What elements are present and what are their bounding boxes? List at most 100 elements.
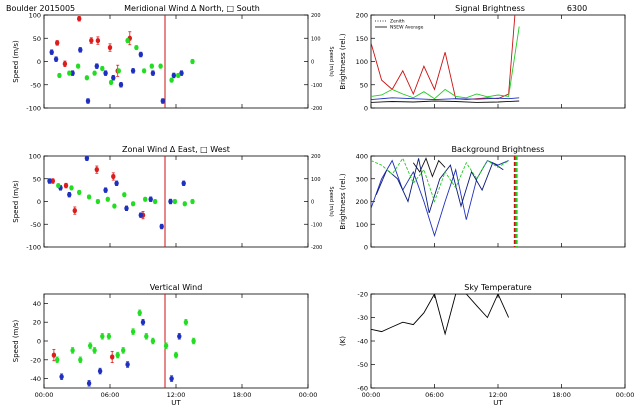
panel-background: Background Brightness 0 100 200 300 400 Bright… xyxy=(339,145,626,252)
data-point xyxy=(112,203,117,209)
data-point xyxy=(49,49,54,55)
y-axis-label: Speed (m/s) xyxy=(12,180,20,223)
x-tick-label: 18:00 xyxy=(552,391,571,399)
data-point xyxy=(103,70,108,76)
y-tick-label: 50 xyxy=(33,35,41,43)
data-point xyxy=(77,189,82,195)
data-point xyxy=(94,63,100,69)
y-right-tick-label: 0 xyxy=(311,200,314,206)
y-right-axis-label: Speed (m/s) xyxy=(328,186,334,216)
series-west xyxy=(371,159,509,238)
y-axis-label: Brightness (rel.) xyxy=(339,33,347,89)
plot-area xyxy=(49,15,195,108)
plot-area xyxy=(51,294,196,388)
y-tick-label: -20 xyxy=(357,291,368,299)
data-point xyxy=(84,156,90,161)
data-point xyxy=(53,56,59,62)
data-point xyxy=(138,51,143,58)
data-point xyxy=(130,68,136,74)
data-point xyxy=(78,47,83,53)
series-line xyxy=(371,294,510,336)
series-line xyxy=(412,157,446,178)
series-red xyxy=(51,349,115,364)
panel-title: Zonal Wind Δ East, □ West xyxy=(122,145,230,154)
data-point xyxy=(50,178,55,184)
y-right-tick-label: -200 xyxy=(311,245,322,251)
series-blue xyxy=(59,318,182,387)
y-right-tick-label: -100 xyxy=(311,222,322,228)
data-point xyxy=(108,79,114,86)
data-point xyxy=(163,343,169,349)
data-point xyxy=(171,72,176,79)
series-zenith xyxy=(371,26,520,100)
plot-area xyxy=(371,156,518,247)
y-tick-label: 100 xyxy=(356,58,368,66)
x-tick-label: 06:00 xyxy=(425,391,444,399)
data-point xyxy=(137,310,142,316)
data-point xyxy=(138,212,143,218)
y-axis-label: Speed (m/s) xyxy=(12,320,20,363)
y-tick-label: 50 xyxy=(360,81,368,89)
data-point xyxy=(97,368,103,374)
plot-frame xyxy=(43,293,309,389)
y-tick-label: -40 xyxy=(30,375,41,383)
series-north xyxy=(412,157,446,178)
x-tick-label: 00:00 xyxy=(362,391,381,399)
data-point xyxy=(190,58,195,65)
y-tick-label: 400 xyxy=(356,153,368,161)
data-point xyxy=(106,333,112,339)
data-point xyxy=(88,343,93,349)
data-point xyxy=(140,319,146,325)
y-tick-label: 150 xyxy=(356,35,368,43)
panel-title-right: 6300 xyxy=(567,4,587,13)
y-tick-label: -50 xyxy=(30,221,41,229)
series-zenith xyxy=(371,157,509,203)
data-point xyxy=(55,40,60,46)
y-axis-label: Speed (m/s) xyxy=(12,40,20,83)
data-point xyxy=(149,63,154,69)
data-point xyxy=(95,37,101,44)
data-point xyxy=(144,333,149,339)
series-line xyxy=(371,157,509,203)
plot-frame xyxy=(370,155,626,248)
data-point xyxy=(95,198,101,205)
data-point xyxy=(158,63,163,69)
y-axis-label: (K) xyxy=(339,336,347,346)
data-point xyxy=(67,70,72,76)
y-tick-label: 100 xyxy=(356,221,368,229)
data-point xyxy=(134,44,139,51)
series-green xyxy=(55,309,196,364)
data-point xyxy=(57,72,62,79)
legend-label: NSEW Average xyxy=(390,25,424,31)
panel-title: Background Brightness xyxy=(452,145,545,154)
y-tick-label: 40 xyxy=(33,300,41,308)
series-line xyxy=(371,97,520,101)
data-point xyxy=(172,198,178,205)
series-line xyxy=(371,100,520,103)
data-point xyxy=(111,75,116,81)
data-point xyxy=(141,68,147,74)
data-point xyxy=(110,354,115,360)
data-point xyxy=(103,187,108,193)
data-point xyxy=(118,82,124,88)
data-point xyxy=(130,329,136,335)
y-tick-label: 100 xyxy=(29,12,41,20)
y-tick-label: -50 xyxy=(357,361,368,369)
x-tick-label: 00:00 xyxy=(299,391,318,399)
series-sky xyxy=(371,294,510,336)
panel-zonal: Zonal Wind Δ East, □ West -100 -50 0 50 100 -2… xyxy=(12,145,334,252)
series-line xyxy=(371,26,520,100)
data-point xyxy=(77,16,82,22)
data-point xyxy=(121,347,126,353)
series-south xyxy=(49,47,184,104)
data-point xyxy=(160,98,165,104)
plot-area xyxy=(47,156,195,247)
data-point xyxy=(125,361,130,368)
y-tick-label: -60 xyxy=(357,385,368,393)
x-axis-label: UT xyxy=(493,399,503,407)
data-point xyxy=(70,70,75,76)
y-tick-label: -30 xyxy=(357,314,368,322)
data-point xyxy=(130,201,136,207)
panel-vertical: Vertical Wind -40 -20 0 20 40 00:00 06:00 12:00 1… xyxy=(12,283,317,407)
